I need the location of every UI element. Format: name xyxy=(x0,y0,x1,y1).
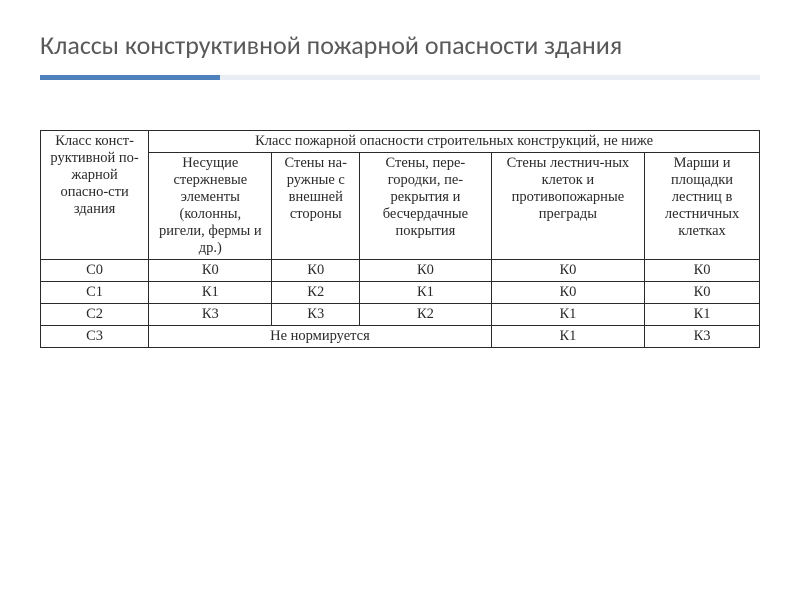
cell: К3 xyxy=(149,304,272,326)
span-header: Класс пожарной опасности строительных ко… xyxy=(149,131,760,153)
cell: К1 xyxy=(645,304,760,326)
cell: К3 xyxy=(272,304,360,326)
col-header-4: Марши и площадки лестниц в лестничных кл… xyxy=(645,153,760,260)
col-header-3: Стены лестнич-ных клеток и противопожарн… xyxy=(491,153,644,260)
fire-class-table: Класс конст-руктивной по-жарной опасно-с… xyxy=(40,130,760,348)
divider-accent xyxy=(40,75,220,80)
cell: К0 xyxy=(360,260,492,282)
cell: К0 xyxy=(491,282,644,304)
col-header-0: Несущие стержневые элементы (колонны, ри… xyxy=(149,153,272,260)
slide-title: Классы конструктивной пожарной опасности… xyxy=(40,30,760,61)
table-row: С3 Не нормируется К1 К3 xyxy=(41,326,760,348)
row-class: С3 xyxy=(41,326,149,348)
table-row: С2 К3 К3 К2 К1 К1 xyxy=(41,304,760,326)
cell: К0 xyxy=(149,260,272,282)
row-class: С0 xyxy=(41,260,149,282)
cell: К2 xyxy=(272,282,360,304)
corner-header: Класс конст-руктивной по-жарной опасно-с… xyxy=(41,131,149,260)
cell: К2 xyxy=(360,304,492,326)
col-header-1: Стены на-ружные с внешней стороны xyxy=(272,153,360,260)
cell: К1 xyxy=(491,304,644,326)
cell-span: Не нормируется xyxy=(149,326,492,348)
table-row: С1 К1 К2 К1 К0 К0 xyxy=(41,282,760,304)
cell: К0 xyxy=(645,282,760,304)
divider xyxy=(40,75,760,80)
cell: К0 xyxy=(491,260,644,282)
cell: К1 xyxy=(149,282,272,304)
row-class: С2 xyxy=(41,304,149,326)
table-row: С0 К0 К0 К0 К0 К0 xyxy=(41,260,760,282)
divider-fill xyxy=(220,75,760,80)
row-class: С1 xyxy=(41,282,149,304)
cell: К3 xyxy=(645,326,760,348)
col-header-2: Стены, пере-городки, пе-рекрытия и бесче… xyxy=(360,153,492,260)
cell: К0 xyxy=(272,260,360,282)
cell: К0 xyxy=(645,260,760,282)
slide: Классы конструктивной пожарной опасности… xyxy=(0,0,800,600)
cell: К1 xyxy=(491,326,644,348)
cell: К1 xyxy=(360,282,492,304)
